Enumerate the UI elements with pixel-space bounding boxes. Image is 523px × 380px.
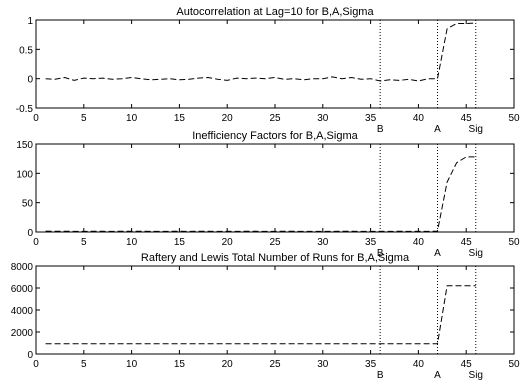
series-line — [45, 22, 476, 82]
x-tick-label: 5 — [81, 237, 87, 248]
y-tick-label: 0 — [27, 228, 33, 239]
y-tick-label: 0 — [27, 75, 33, 86]
y-tick-label: 2000 — [11, 328, 34, 339]
x-tick-label: 10 — [126, 237, 138, 248]
x-tick-label: 5 — [81, 113, 87, 124]
x-tick-label: 35 — [365, 237, 377, 248]
x-tick-label: 15 — [174, 113, 186, 124]
marker-label-sig: Sig — [469, 370, 483, 380]
chart-title: Inefficiency Factors for B,A,Sigma — [192, 130, 358, 142]
marker-label-a: A — [434, 124, 441, 135]
marker-label-sig: Sig — [469, 124, 483, 135]
x-tick-label: 10 — [126, 113, 138, 124]
y-tick-label: 100 — [16, 169, 33, 180]
plot-area — [35, 265, 515, 355]
x-tick-label: 20 — [222, 237, 234, 248]
marker-label-a: A — [434, 370, 441, 380]
x-tick-label: 30 — [317, 113, 329, 124]
marker-label-b: B — [377, 370, 384, 380]
y-tick-label: 0.5 — [19, 45, 33, 56]
x-tick-label: 40 — [413, 237, 425, 248]
x-tick-label: 30 — [317, 359, 329, 370]
x-tick-label: 25 — [269, 237, 281, 248]
x-tick-label: 20 — [222, 359, 234, 370]
x-tick-label: 0 — [33, 359, 39, 370]
x-tick-label: 50 — [508, 237, 520, 248]
marker-label-b: B — [377, 248, 384, 259]
y-tick-label: 6000 — [11, 284, 34, 295]
y-tick-label: 150 — [16, 140, 33, 151]
x-tick-label: 45 — [461, 113, 473, 124]
x-tick-label: 50 — [508, 113, 520, 124]
x-tick-label: 15 — [174, 359, 186, 370]
plot-area — [35, 143, 515, 233]
chart-panel-3: Raftery and Lewis Total Number of Runs f… — [11, 252, 520, 380]
x-tick-label: 15 — [174, 237, 186, 248]
plot-area — [35, 19, 515, 109]
x-tick-label: 50 — [508, 359, 520, 370]
chart-title: Autocorrelation at Lag=10 for B,A,Sigma — [176, 6, 374, 18]
y-tick-label: -0.5 — [16, 104, 34, 115]
chart-panel-2: Inefficiency Factors for B,A,Sigma 0 5 10 15… — [16, 130, 520, 259]
x-tick-label: 30 — [317, 237, 329, 248]
marker-label-sig: Sig — [469, 248, 483, 259]
marker-label-b: B — [377, 124, 384, 135]
x-tick-label: 45 — [461, 237, 473, 248]
x-tick-label: 45 — [461, 359, 473, 370]
chart-title: Raftery and Lewis Total Number of Runs f… — [141, 252, 410, 264]
y-tick-label: 0 — [27, 350, 33, 361]
y-tick-label: 50 — [22, 199, 34, 210]
x-tick-label: 25 — [269, 359, 281, 370]
x-tick-label: 10 — [126, 359, 138, 370]
x-tick-label: 0 — [33, 113, 39, 124]
x-tick-label: 40 — [413, 113, 425, 124]
x-tick-label: 35 — [365, 113, 377, 124]
x-tick-label: 25 — [269, 113, 281, 124]
x-tick-label: 5 — [81, 359, 87, 370]
x-tick-label: 35 — [365, 359, 377, 370]
y-tick-label: 1 — [27, 16, 33, 27]
y-tick-label: 4000 — [11, 306, 34, 317]
x-tick-label: 40 — [413, 359, 425, 370]
y-tick-label: 8000 — [11, 262, 34, 273]
x-tick-label: 20 — [222, 113, 234, 124]
x-tick-label: 0 — [33, 237, 39, 248]
marker-label-a: A — [434, 248, 441, 259]
chart-panel-1: Autocorrelation at Lag=10 for B,A,Sigma 0… — [16, 6, 520, 135]
